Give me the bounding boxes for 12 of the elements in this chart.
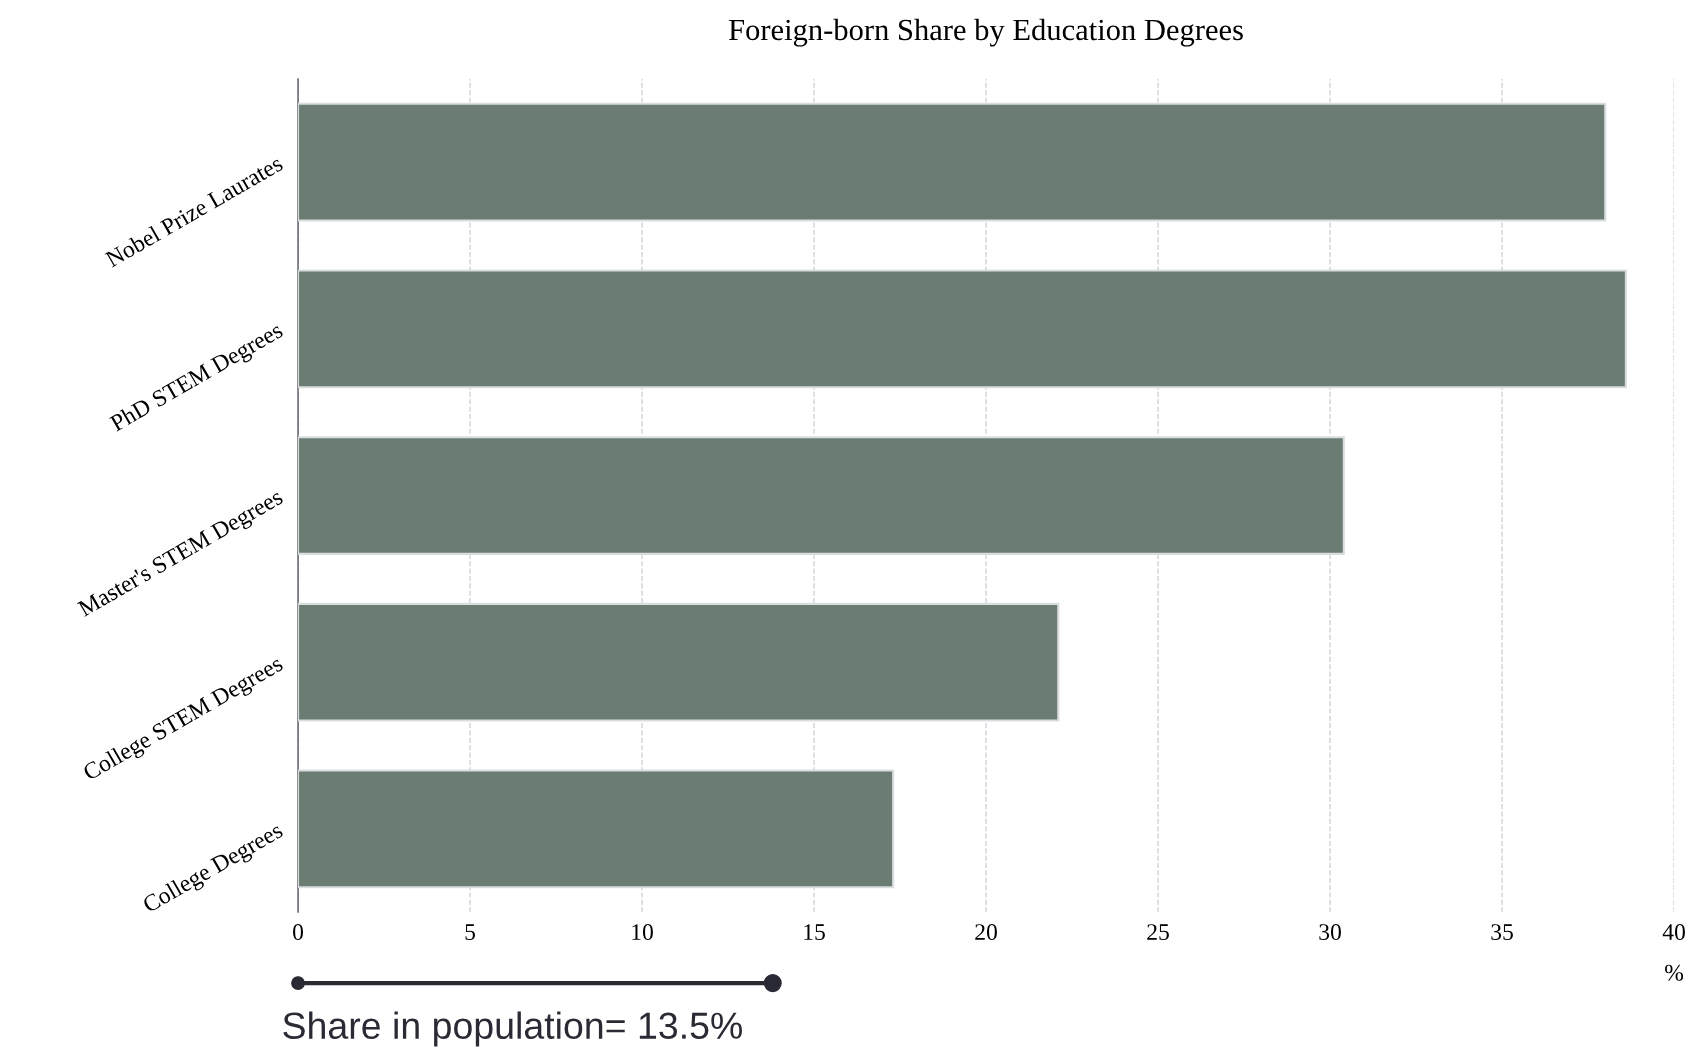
x-axis-title: %: [1665, 964, 1684, 981]
x-tick-label: 35: [1491, 924, 1513, 940]
x-tick-label: 0: [293, 924, 304, 940]
chart-title: Foreign-born Share by Education Degrees: [728, 18, 1243, 47]
x-tick-label: 40: [1662, 924, 1685, 940]
x-tick-label: 5: [465, 924, 476, 940]
x-tick-label: 20: [975, 924, 997, 940]
x-tick-label: 15: [804, 924, 825, 940]
text: Share in population= 13.5%: [283, 1011, 742, 1047]
x-tick-label: 25: [1147, 924, 1169, 940]
x-tick-label: 30: [1319, 924, 1341, 940]
x-tick-label: 10: [632, 924, 653, 940]
